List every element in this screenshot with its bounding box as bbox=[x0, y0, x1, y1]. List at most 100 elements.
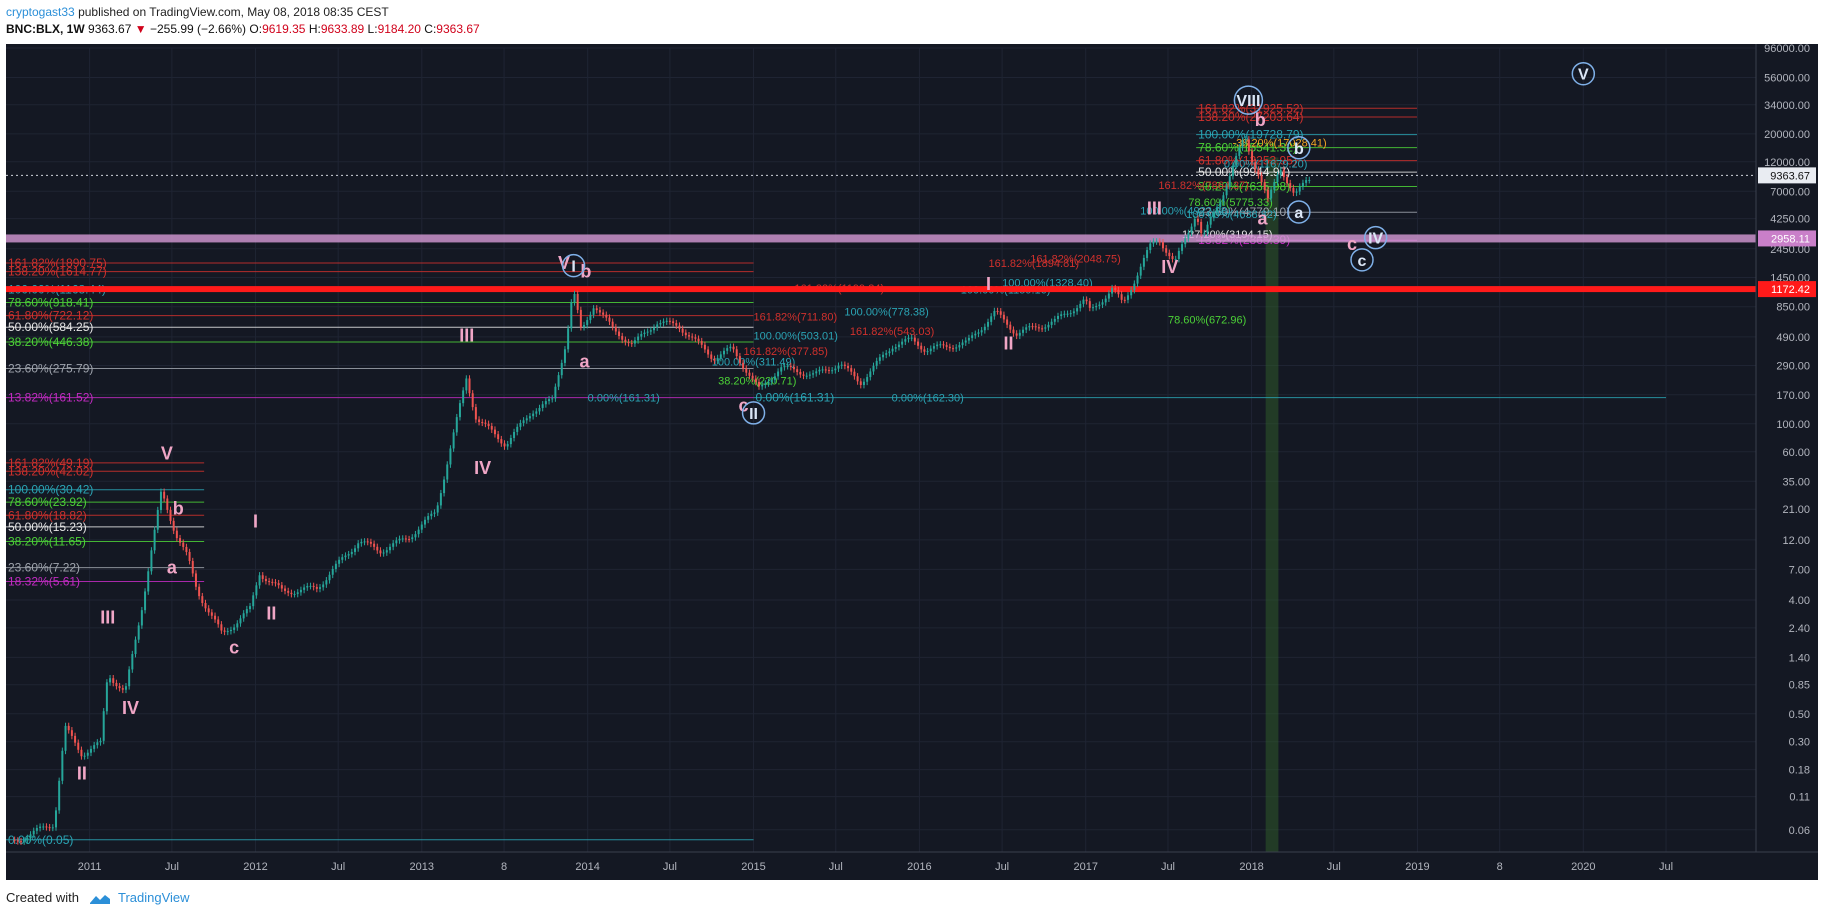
candle-body bbox=[678, 325, 681, 329]
candle-body bbox=[633, 340, 636, 344]
fib-label: 100.00%(311.49) bbox=[712, 357, 796, 369]
candle-body bbox=[423, 519, 426, 525]
candle-body bbox=[913, 337, 916, 342]
price-chart[interactable]: 161.82%(31925.52)138.20%(27203.64) 100.00… bbox=[6, 44, 1818, 880]
candle-body bbox=[1063, 313, 1066, 315]
candle-body bbox=[207, 608, 210, 613]
candle-body bbox=[455, 417, 458, 433]
fib-label: 138.20%(42.02) bbox=[8, 464, 93, 478]
time-tick-label: Jul bbox=[331, 861, 345, 873]
candle-body bbox=[1263, 182, 1266, 190]
candle-body bbox=[478, 419, 481, 423]
candle-body bbox=[675, 323, 678, 326]
time-tick-label: 8 bbox=[1497, 861, 1503, 873]
candle-body bbox=[382, 552, 385, 554]
wave-label: IV bbox=[1161, 257, 1178, 277]
candle-body bbox=[958, 345, 961, 348]
candle-body bbox=[303, 587, 306, 590]
candle-body bbox=[1286, 177, 1289, 184]
wave-label: a bbox=[1257, 209, 1268, 229]
candle-body bbox=[551, 398, 554, 400]
candle-body bbox=[42, 826, 45, 828]
candle-body bbox=[649, 330, 652, 332]
candle-body bbox=[637, 336, 640, 341]
wave-label: a bbox=[579, 351, 590, 371]
wave-circle bbox=[1571, 61, 1596, 86]
candle-body bbox=[1139, 266, 1142, 276]
wave-circle bbox=[561, 253, 586, 278]
wave-circle-label: V bbox=[1578, 67, 1589, 84]
fib-label: 18.32%(5.61) bbox=[8, 574, 80, 588]
candle-body bbox=[99, 740, 102, 743]
candle-body bbox=[1006, 319, 1009, 325]
candle-body bbox=[917, 341, 920, 346]
candle-body bbox=[1177, 250, 1180, 259]
wave-label: III bbox=[459, 325, 474, 345]
candle-body bbox=[996, 310, 999, 312]
time-tick-label: 2014 bbox=[575, 861, 599, 873]
time-tick-label: 2011 bbox=[78, 861, 102, 873]
fib-label: 23.60%(4779.10) bbox=[1198, 205, 1290, 219]
author-link[interactable]: cryptogast33 bbox=[6, 5, 75, 19]
candle-body bbox=[484, 422, 487, 424]
candle-body bbox=[411, 537, 414, 540]
candle-body bbox=[366, 541, 369, 543]
candle-body bbox=[309, 585, 312, 587]
price-tick-label: 4.00 bbox=[1789, 595, 1810, 607]
time-tick-label: 2020 bbox=[1571, 861, 1595, 873]
candle-body bbox=[710, 354, 713, 359]
candle-body bbox=[955, 347, 958, 349]
wave-label: b bbox=[580, 261, 591, 281]
wave-circle bbox=[741, 401, 766, 425]
price-tag-bg bbox=[1758, 281, 1816, 298]
wave-label: II bbox=[77, 764, 87, 784]
candle-body bbox=[837, 365, 840, 369]
fib-label: 161.82%(1890.75) bbox=[8, 256, 107, 270]
time-tick-label: 2015 bbox=[741, 861, 765, 873]
fib-label: -38.20%(17028.41) bbox=[1232, 138, 1326, 150]
candle-body bbox=[392, 543, 395, 547]
candle-body bbox=[338, 559, 341, 564]
candle-body bbox=[681, 328, 684, 333]
wave-circle-label: c bbox=[1358, 253, 1367, 270]
candle-body bbox=[1034, 326, 1037, 328]
candle-body bbox=[16, 840, 19, 842]
candle-body bbox=[1187, 232, 1190, 239]
candle-body bbox=[299, 589, 302, 593]
candle-body bbox=[732, 346, 735, 350]
candle-body bbox=[128, 669, 131, 687]
candle-body bbox=[229, 629, 232, 632]
tradingview-link[interactable]: TradingView bbox=[118, 890, 190, 905]
price-tag: 9363.67 bbox=[1770, 170, 1810, 182]
price-axis: 96000.00 56000.00 34000.00 20000.00 12000.00… bbox=[1755, 44, 1816, 852]
candle-body bbox=[745, 368, 748, 373]
wave-circle-label: IV bbox=[1368, 231, 1383, 248]
candle-body bbox=[576, 293, 579, 310]
chart-area[interactable]: 161.82%(31925.52) 138.20%(27203.64) 100.00… bbox=[6, 44, 1818, 880]
candle-body bbox=[1069, 313, 1072, 315]
fib-label: 50.00%(15.23) bbox=[8, 520, 87, 534]
candle-body bbox=[611, 321, 614, 328]
candle-body bbox=[1142, 257, 1145, 267]
candle-body bbox=[1276, 175, 1279, 183]
candle-body bbox=[1012, 329, 1015, 334]
candle-body bbox=[1174, 258, 1177, 260]
candle-body bbox=[414, 534, 417, 538]
candle-body bbox=[722, 350, 725, 355]
candle-body bbox=[999, 311, 1002, 315]
wave-circle bbox=[1233, 85, 1264, 115]
candle-body bbox=[1066, 313, 1069, 315]
fib-label: 100.00%(503.01) bbox=[754, 330, 838, 342]
candle-body bbox=[471, 393, 474, 408]
candle-body bbox=[780, 367, 783, 372]
fib-label: 78.60%(918.41) bbox=[8, 295, 93, 309]
candle-body bbox=[967, 337, 970, 341]
candle-body bbox=[688, 335, 691, 337]
candle-body bbox=[1241, 140, 1244, 148]
candle-body bbox=[1015, 333, 1018, 336]
candle-body bbox=[694, 337, 697, 339]
publish-line: cryptogast33 published on TradingView.co… bbox=[6, 4, 1406, 21]
candle-body bbox=[764, 383, 767, 386]
symbol-label: BNC:BLX, 1W bbox=[6, 22, 85, 36]
